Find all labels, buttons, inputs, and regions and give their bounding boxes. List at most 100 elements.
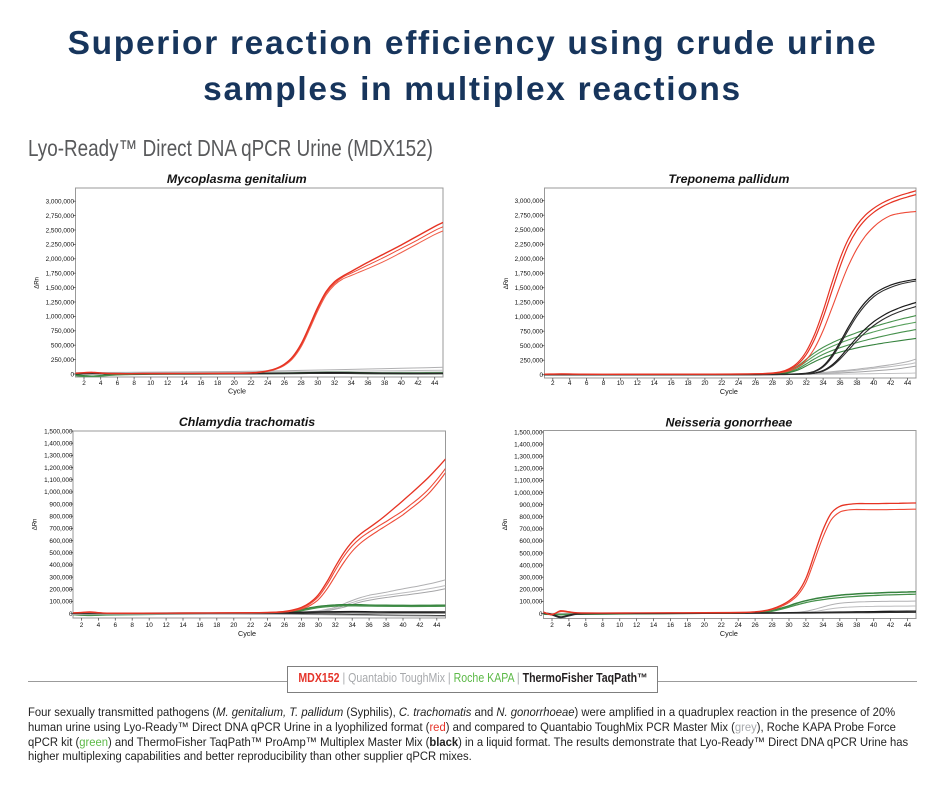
svg-text:ΔRn: ΔRn (502, 518, 509, 530)
svg-text:1,250,000: 1,250,000 (46, 299, 75, 306)
svg-text:30: 30 (786, 380, 794, 387)
svg-text:30: 30 (785, 622, 793, 629)
svg-text:2,250,000: 2,250,000 (515, 242, 544, 249)
svg-text:1,000,000: 1,000,000 (44, 489, 73, 496)
svg-text:30: 30 (314, 380, 322, 387)
svg-text:600,000: 600,000 (49, 538, 73, 545)
svg-text:Mycoplasma genitalium: Mycoplasma genitalium (167, 172, 307, 186)
svg-text:4: 4 (567, 622, 571, 629)
svg-text:28: 28 (769, 622, 777, 629)
svg-text:16: 16 (667, 622, 675, 629)
svg-text:42: 42 (414, 380, 422, 387)
svg-text:2,500,000: 2,500,000 (46, 227, 75, 234)
svg-text:200,000: 200,000 (49, 587, 73, 594)
svg-text:28: 28 (769, 380, 777, 387)
svg-text:10: 10 (616, 622, 624, 629)
svg-text:1,100,000: 1,100,000 (514, 478, 543, 485)
svg-text:22: 22 (247, 622, 255, 629)
svg-text:26: 26 (281, 622, 289, 629)
svg-text:ΔRn: ΔRn (32, 518, 39, 530)
svg-text:500,000: 500,000 (49, 550, 73, 557)
svg-text:22: 22 (718, 380, 726, 387)
svg-text:3,000,000: 3,000,000 (46, 199, 75, 206)
svg-text:22: 22 (718, 622, 726, 629)
svg-text:2,000,000: 2,000,000 (515, 256, 544, 263)
svg-text:600,000: 600,000 (519, 538, 543, 545)
svg-text:32: 32 (803, 380, 811, 387)
svg-text:8: 8 (601, 622, 605, 629)
svg-text:6: 6 (114, 622, 118, 629)
svg-text:24: 24 (735, 622, 743, 629)
svg-text:26: 26 (752, 622, 760, 629)
svg-text:900,000: 900,000 (49, 501, 73, 508)
svg-text:2,000,000: 2,000,000 (46, 256, 75, 263)
svg-text:20: 20 (701, 622, 709, 629)
svg-text:44: 44 (904, 622, 912, 629)
svg-text:34: 34 (819, 622, 827, 629)
svg-text:ΔRn: ΔRn (34, 277, 41, 289)
svg-text:2: 2 (80, 622, 84, 629)
svg-text:1,500,000: 1,500,000 (46, 285, 75, 292)
svg-text:14: 14 (179, 622, 187, 629)
svg-text:32: 32 (331, 380, 339, 387)
svg-text:Cycle: Cycle (228, 387, 246, 396)
svg-text:ΔRn: ΔRn (503, 277, 510, 289)
svg-text:16: 16 (668, 380, 676, 387)
svg-text:1,300,000: 1,300,000 (514, 454, 543, 461)
svg-text:24: 24 (264, 380, 272, 387)
svg-text:24: 24 (735, 380, 743, 387)
svg-text:26: 26 (281, 380, 289, 387)
svg-text:1,100,000: 1,100,000 (44, 477, 73, 484)
svg-text:800,000: 800,000 (49, 514, 73, 521)
svg-text:700,000: 700,000 (519, 526, 543, 533)
svg-text:250,000: 250,000 (520, 358, 544, 365)
svg-text:1,000,000: 1,000,000 (515, 314, 544, 321)
svg-text:38: 38 (853, 380, 861, 387)
svg-text:Cycle: Cycle (238, 629, 256, 638)
svg-text:1,500,000: 1,500,000 (44, 428, 73, 435)
svg-text:2: 2 (550, 622, 554, 629)
svg-text:400,000: 400,000 (49, 562, 73, 569)
svg-text:1,400,000: 1,400,000 (44, 441, 73, 448)
svg-text:10: 10 (146, 622, 154, 629)
svg-text:8: 8 (132, 380, 136, 387)
svg-text:36: 36 (836, 622, 844, 629)
svg-text:28: 28 (298, 622, 306, 629)
svg-text:42: 42 (887, 622, 895, 629)
svg-text:38: 38 (383, 622, 391, 629)
svg-text:900,000: 900,000 (519, 502, 543, 509)
svg-text:4: 4 (97, 622, 101, 629)
svg-text:38: 38 (853, 622, 861, 629)
svg-text:44: 44 (904, 380, 912, 387)
svg-text:1,250,000: 1,250,000 (515, 300, 544, 307)
svg-text:8: 8 (130, 622, 134, 629)
svg-text:6: 6 (116, 380, 120, 387)
svg-text:8: 8 (602, 380, 606, 387)
svg-text:750,000: 750,000 (51, 328, 75, 335)
svg-text:6: 6 (584, 622, 588, 629)
svg-text:32: 32 (332, 622, 340, 629)
svg-text:36: 36 (364, 380, 372, 387)
svg-text:14: 14 (181, 380, 189, 387)
svg-text:0: 0 (539, 372, 543, 379)
svg-text:10: 10 (147, 380, 155, 387)
svg-text:40: 40 (399, 622, 407, 629)
svg-text:44: 44 (431, 380, 439, 387)
svg-text:12: 12 (634, 380, 642, 387)
svg-text:400,000: 400,000 (519, 562, 543, 569)
svg-text:1,500,000: 1,500,000 (515, 285, 544, 292)
svg-text:40: 40 (870, 622, 878, 629)
svg-text:4: 4 (568, 380, 572, 387)
svg-text:1,000,000: 1,000,000 (46, 314, 75, 321)
svg-text:12: 12 (163, 622, 171, 629)
svg-text:300,000: 300,000 (519, 575, 543, 582)
svg-text:38: 38 (381, 380, 389, 387)
svg-text:0: 0 (70, 371, 74, 378)
svg-text:500,000: 500,000 (51, 343, 75, 350)
svg-text:32: 32 (802, 622, 810, 629)
svg-text:20: 20 (230, 622, 238, 629)
svg-text:42: 42 (416, 622, 424, 629)
svg-text:22: 22 (247, 380, 255, 387)
svg-text:34: 34 (820, 380, 828, 387)
svg-text:12: 12 (633, 622, 641, 629)
